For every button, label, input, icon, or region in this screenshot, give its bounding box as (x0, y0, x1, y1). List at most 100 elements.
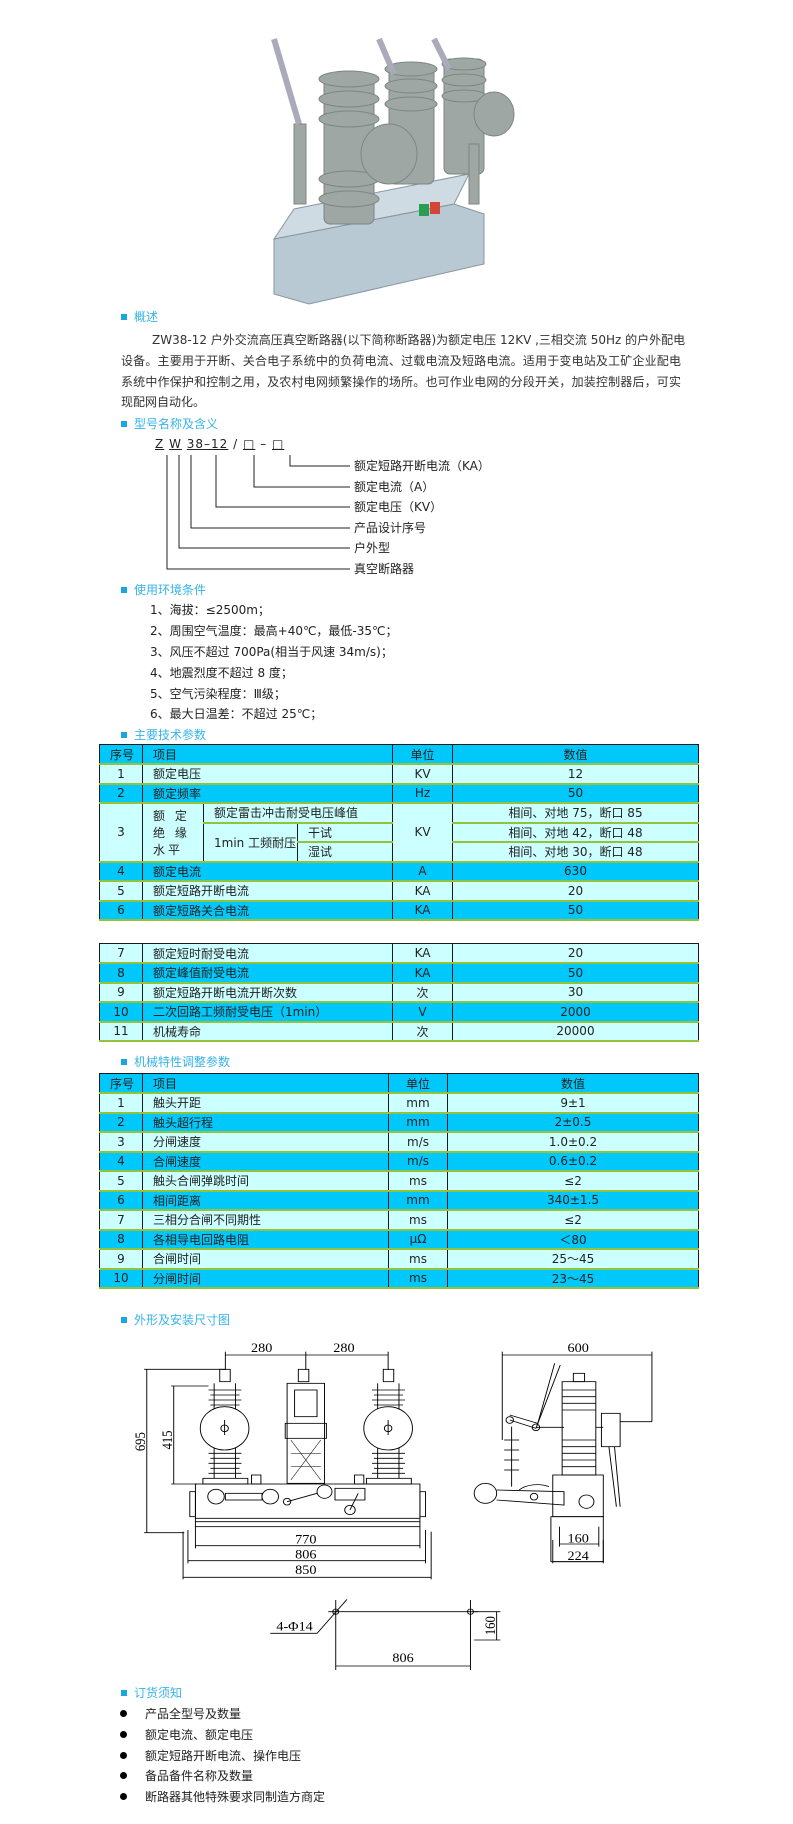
cell-value: 50 (452, 900, 699, 921)
dim-side-160: 160 (568, 1531, 590, 1545)
cell-value: ＜80 (447, 1229, 699, 1250)
bullet-square-icon (121, 1317, 127, 1323)
cell-item: 三相分合闸不同期性 (142, 1209, 389, 1231)
cell-wet: 湿试 (297, 841, 393, 863)
cell-no: 5 (99, 880, 143, 902)
cell-unit: μΩ (388, 1229, 448, 1250)
cell-value: 9±1 (447, 1092, 699, 1114)
code-part: Z (155, 437, 165, 451)
cell-no: 10 (99, 1268, 143, 1289)
environment-item: 4、地震烈度不超过 8 度； (150, 666, 293, 680)
cell-unit: KA (392, 880, 453, 902)
cell-value: 相间、对地 42，断口 48 (452, 822, 699, 843)
bullet-square-icon (121, 1690, 127, 1696)
overview-text-line: 现配网自动化。 (121, 395, 206, 409)
environment-item: 1、海拔：≤2500m； (150, 603, 270, 617)
dim-pitch-right: 280 (333, 1341, 355, 1355)
heading-text: 订货须知 (134, 1686, 183, 1700)
code-label: 额定电流（A） (354, 480, 435, 494)
cell-unit: V (392, 1001, 453, 1023)
header-no: 序号 (99, 1073, 143, 1094)
code-label: 产品设计序号 (354, 521, 427, 535)
code-label: 真空断路器 (354, 562, 415, 576)
environment-item: 5、空气污染程度：Ⅲ级； (150, 687, 286, 701)
table-header-row: 序号 项目 单位 数值 (99, 744, 699, 765)
cell-no: 8 (99, 1229, 143, 1250)
cell-value: 50 (452, 783, 699, 804)
table-row: 9 合闸时间 ms 25～45 (99, 1248, 699, 1270)
cell-unit: KV (392, 763, 453, 785)
heading-text: 型号名称及含义 (134, 417, 219, 431)
bullet-square-icon (121, 1059, 127, 1065)
bullet-icon (120, 1793, 127, 1800)
cell-unit: Hz (392, 783, 453, 804)
cell-value: 1.0±0.2 (447, 1131, 699, 1153)
code-part: – (260, 437, 268, 451)
heading-text: 外形及安装尺寸图 (134, 1313, 231, 1327)
cell-unit: KA (392, 900, 453, 921)
cell-value: ≤2 (447, 1170, 699, 1192)
cell-value: 相间、对地 75，断口 85 (452, 802, 699, 824)
cell-no: 8 (99, 962, 143, 984)
table-row: 5 额定短路开断电流 KA 20 (99, 880, 699, 902)
cell-no: 9 (99, 982, 143, 1003)
section-heading-overview: 概述 (121, 309, 158, 325)
cell-item: 机械寿命 (142, 1021, 393, 1042)
cell-item: 额定频率 (142, 783, 393, 804)
cell-item: 相间距离 (142, 1190, 389, 1211)
table-row: 1 额定电压 KV 12 (99, 763, 699, 785)
table-row: 4 额定电流 A 630 (99, 861, 699, 882)
cell-no: 6 (99, 900, 143, 921)
cell-value: 0.6±0.2 (447, 1151, 699, 1172)
overview-text-line: ZW38-12 户外交流高压真空断路器(以下简称断路器)为额定电压 12KV ,… (152, 333, 686, 347)
order-item: 备品备件名称及数量 (120, 1768, 253, 1784)
dim-850: 850 (295, 1563, 317, 1577)
cell-unit: KA (392, 943, 453, 964)
cell-value: ≤2 (447, 1209, 699, 1231)
table-row: 湿试 相间、对地 30，断口 48 (100, 841, 699, 863)
overview-text-line: 系统中作保护和控制之用，及农村电网频繁操作的场所。也可作业电网的分段开关，加装控… (121, 375, 681, 389)
table-row: 9 额定短路开断电流开断次数次 30 (99, 982, 699, 1003)
code-part: □ (243, 437, 256, 451)
heading-text: 概述 (134, 310, 159, 324)
code-label: 额定短路开断电流（KA） (354, 459, 490, 473)
overview-text-line: 设备。主要用于开断、关合电子系统中的负荷电流、过载电流及短路电流。适用于变电站及… (121, 354, 681, 368)
cell-no: 9 (99, 1248, 143, 1270)
dim-806: 806 (295, 1547, 317, 1561)
model-code: Z W 38–12 / □ – □ (155, 437, 284, 451)
order-item: 产品全型号及数量 (120, 1706, 241, 1722)
order-item-text: 产品全型号及数量 (145, 1707, 242, 1721)
table-row: 5 触头合闸弹跳时间 ms ≤2 (99, 1170, 699, 1192)
dim-pole-height: 415 (159, 1430, 175, 1449)
section-heading-tech: 主要技术参数 (121, 727, 206, 743)
table-row: 1min 工频耐压 干试 相间、对地 42，断口 48 (100, 822, 699, 863)
cell-value: 630 (452, 861, 699, 882)
cell-unit: ms (388, 1170, 448, 1192)
table-row: 4 合闸速度 m/s 0.6±0.2 (99, 1151, 699, 1172)
cell-no: 2 (99, 1112, 143, 1133)
tech-params-table-continued: 7 额定短时耐受电流 KA 20 8 额定峰值耐受电流 KA 50 9 额定短路开断电流开断次数次… (99, 943, 699, 1042)
cell-item: 各相导电回路电阻 (142, 1229, 389, 1250)
header-unit: 单位 (392, 744, 453, 765)
bullet-square-icon (121, 314, 127, 320)
dim-pitch-left: 280 (251, 1341, 273, 1355)
cell-unit: mm (388, 1092, 448, 1114)
cell-value: 23～45 (447, 1268, 699, 1289)
cell-item: 额定电流 (142, 861, 393, 882)
cell-no: 7 (99, 943, 143, 964)
cell-unit: ms (388, 1248, 448, 1270)
header-unit: 单位 (388, 1073, 448, 1094)
cell-unit: ms (388, 1209, 448, 1231)
cell-item: 触头合闸弹跳时间 (142, 1170, 389, 1192)
table-row: 1 触头开距 mm 9±1 (99, 1092, 699, 1114)
cell-item: 额定短路关合电流 (142, 900, 393, 921)
dim-holes: 4-Φ14 (276, 1619, 313, 1633)
bullet-icon (120, 1772, 127, 1779)
code-part: / (233, 437, 239, 451)
table-row: 7 三相分合闸不同期性 ms ≤2 (99, 1209, 699, 1231)
header-item: 项目 (142, 744, 393, 765)
header-item: 项目 (142, 1073, 389, 1094)
cell-item: 额定短时耐受电流 (142, 943, 393, 964)
cell-no: 10 (99, 1001, 143, 1023)
dimension-drawing: 280 280 600 695 415 770 806 850 160 224 … (132, 1341, 653, 1670)
